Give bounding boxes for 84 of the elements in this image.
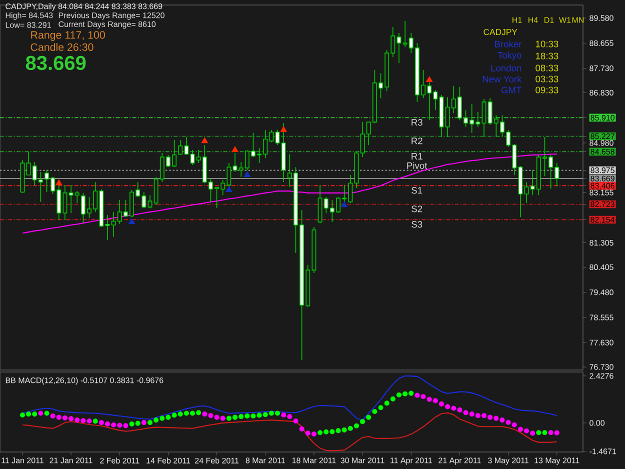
annotation: 18:33 [536,52,558,60]
annotation: Previous Days Range= 12520 [58,12,164,20]
annotation: 10:33 [536,40,558,48]
y-tick-label: 80.405 [590,264,614,270]
y-tick-label: 0.00 [590,420,605,426]
y-tick-label: 82.154 [590,216,615,223]
annotation: New York [482,76,522,82]
x-tick-label: 14 Feb 2011 [146,458,190,464]
ref-line-label: R2 [412,138,422,144]
annotation: Low= 83.291 [6,22,51,28]
ref-line-label: S2 [412,206,422,212]
annotation: London [491,64,522,72]
x-tick-label: 3 May 2011 [488,458,529,465]
ref-line-label: S1 [412,187,422,194]
x-tick-label: 30 Mar 2011 [340,458,384,464]
point [426,76,433,82]
y-tick-label: 88.655 [590,40,614,46]
x-tick-label: 11 Jan 2011 [2,458,44,464]
annotation: H1 [512,17,522,23]
annotation: W1 [559,17,571,23]
y-tick-label: 83.155 [590,190,614,196]
x-tick-label: 21 Apr 2011 [438,458,481,465]
ref-line-label: R1 [412,153,422,160]
annotation: 09:33 [536,86,558,94]
y-tick-label: 76.730 [590,364,614,370]
x-tick-label: 21 Jan 2011 [50,458,92,464]
candlestick [232,152,238,172]
annotation: Broker [495,40,522,48]
y-tick-label: 84.658 [590,148,614,155]
y-tick-label: 82.723 [590,201,614,208]
annotation: Candle 26:30 [30,43,94,51]
x-tick-label: 11 Apr 2011 [390,458,432,465]
text: MN [572,17,584,23]
candlestick [105,214,110,240]
x-tick-label: 13 May 2011 [534,458,580,465]
annotation: CADJPY [484,28,518,36]
candlestick [62,184,68,220]
y-tick-label: 79.480 [590,290,614,296]
candlestick [482,98,486,138]
point [201,137,208,144]
y-tick-label: 83.669 [590,176,614,182]
y-tick-label: 2.4276 [590,373,614,379]
y-tick-label: 85.227 [590,133,614,140]
y-tick-label: 83.406 [590,182,614,189]
chart-title: CADJPY,Daily 84.084 84.244 83.383 83.669 [6,3,162,11]
candlestick [190,150,195,166]
candlestick [396,32,402,64]
ref-line-label: Pivot [407,162,428,169]
annotation: 03:33 [536,76,558,82]
point [244,171,250,178]
annotation: Tokyo [498,52,522,60]
y-tick-label: 89.580 [590,15,614,21]
y-tick-label: -1.4671 [590,448,616,454]
y-tick-label: 78.555 [590,314,614,320]
text: BB MACD(12,26,10) -0.5107 0.3831 -0.9676 [6,377,164,385]
x-tick-label: 18 Mar 2011 [292,458,336,464]
x-tick-label: 24 Feb 2011 [195,458,239,464]
candlestick [148,194,152,209]
y-tick-label: 85.910 [590,114,614,121]
annotation: 08:33 [536,64,558,72]
annotation: High= 84.543 [6,12,53,20]
annotation: Current Days Range= 8610 [58,21,156,29]
annotation: H4 [528,17,538,23]
y-tick-label: 87.730 [590,65,614,72]
point [232,146,238,152]
y-tick-label: 83.975 [590,167,614,174]
annotation: Range 117, 100 [31,31,105,41]
point [280,126,287,132]
y-tick-label: 84.980 [590,140,614,146]
y-tick-label: 77.630 [590,340,614,346]
point [128,218,136,224]
ref-line-label: R3 [412,119,422,126]
point [341,201,348,208]
y-tick-label: 86.830 [590,90,614,96]
y-tick-label: 81.305 [590,240,614,246]
point [226,186,232,192]
point [56,179,62,186]
candlestick [524,182,529,204]
annotation: 83.669 [26,56,86,70]
annotation: D1 [544,17,554,23]
annotation: GMT [501,86,522,94]
ref-line-label: S3 [412,221,422,228]
x-tick-label: 2 Feb 2011 [100,458,140,464]
x-tick-label: 8 Mar 2011 [246,458,285,464]
